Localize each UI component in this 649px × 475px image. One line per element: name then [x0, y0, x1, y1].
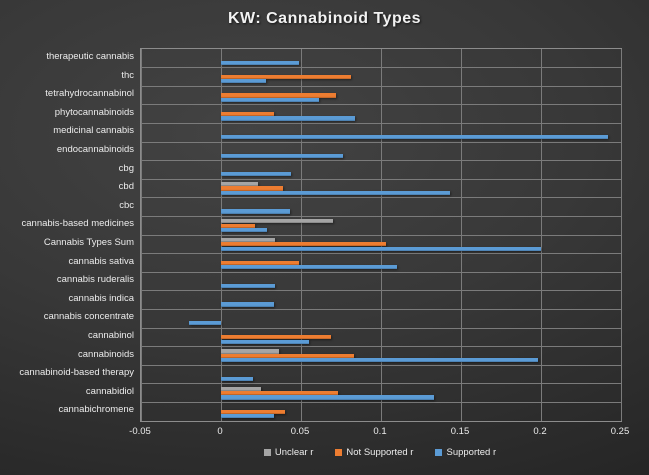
bar-unclear: [221, 237, 276, 243]
gridline-horizontal: [141, 178, 621, 180]
bar-supported: [221, 79, 266, 84]
gridline-horizontal: [141, 271, 621, 273]
gridline-horizontal: [141, 401, 621, 403]
bar-supported: [221, 116, 356, 121]
gridline-horizontal: [141, 104, 621, 106]
category-label: cannabis-based medicines: [21, 218, 134, 230]
legend-swatch-not-supported-icon: [335, 448, 343, 456]
gridline-horizontal: [141, 141, 621, 143]
gridline-horizontal: [141, 290, 621, 292]
bar-unclear: [221, 181, 258, 187]
bar-not-supported: [221, 111, 274, 117]
legend-label: Not Supported r: [346, 446, 414, 458]
gridline-vertical: [620, 49, 622, 421]
category-label: tetrahydrocannabinol: [45, 88, 134, 100]
bar-supported: [221, 60, 300, 65]
bar-supported: [221, 190, 450, 196]
category-label: cannabis sativa: [68, 255, 134, 267]
category-label: cbc: [119, 199, 134, 211]
bar-supported: [221, 413, 274, 419]
category-label: cannabinol: [88, 330, 134, 341]
bar-supported: [221, 283, 276, 289]
gridline-horizontal: [141, 327, 621, 329]
x-tick-label: 0.15: [450, 426, 470, 437]
gridline-horizontal: [141, 160, 621, 162]
x-tick-label: 0.25: [610, 426, 630, 437]
bar-supported: [221, 172, 292, 177]
bar-supported: [221, 134, 609, 140]
x-tick-label: 0.2: [533, 426, 547, 437]
category-label: cannabis ruderalis: [56, 274, 134, 286]
bar-not-supported: [221, 242, 386, 247]
gridline-horizontal: [141, 67, 621, 69]
bar-not-supported: [221, 335, 332, 340]
legend-swatch-unclear-icon: [263, 448, 271, 456]
bar-not-supported: [221, 390, 338, 396]
legend-item-not-supported: Not Supported r: [335, 447, 413, 458]
bar-supported: [221, 153, 343, 158]
bar-supported: [221, 339, 309, 344]
category-label: Cannabis Types Sum: [43, 237, 134, 248]
bar-supported: [221, 209, 290, 214]
plot-area: [140, 48, 622, 422]
bar-supported: [221, 97, 319, 103]
bar-supported: [221, 265, 397, 270]
bar-not-supported: [221, 409, 285, 414]
legend-swatch-supported-icon: [435, 448, 443, 456]
x-tick-label: 0: [217, 426, 223, 437]
gridline-horizontal: [141, 346, 621, 348]
category-label: cannabis concentrate: [43, 311, 134, 323]
category-label: cannabis indica: [68, 292, 135, 304]
bar-unclear: [221, 386, 261, 391]
x-tick-label: 0.05: [290, 426, 310, 437]
gridline-horizontal: [141, 197, 621, 199]
category-label: cannabichromene: [58, 404, 134, 416]
category-label: cannabidiol: [85, 385, 134, 397]
category-label: cannabinoid-based therapy: [19, 367, 134, 379]
bar-supported: [221, 246, 541, 251]
category-label: cbg: [118, 162, 134, 174]
legend-label: Unclear r: [274, 446, 314, 458]
gridline-horizontal: [141, 215, 621, 217]
bar-not-supported: [221, 353, 354, 359]
category-label: therapeutic cannabis: [46, 51, 134, 62]
x-tick-label: -0.05: [129, 426, 151, 437]
gridline-horizontal: [141, 85, 621, 87]
bar-not-supported: [221, 260, 300, 266]
bar-not-supported: [221, 223, 255, 228]
bar-supported: [221, 376, 253, 382]
bar-supported: [221, 358, 538, 363]
gridline-horizontal: [141, 122, 621, 124]
bar-not-supported: [221, 74, 351, 80]
category-label: endocannabinoids: [56, 144, 134, 155]
category-label: cbd: [118, 181, 134, 193]
y-axis-labels: therapeutic cannabis thc tetrahydrocannabi…: [0, 48, 134, 420]
legend-label: Supported r: [446, 446, 497, 458]
category-label: cannabinoids: [78, 348, 134, 360]
gridline-horizontal: [141, 364, 621, 366]
x-tick-label: 0.1: [373, 426, 387, 437]
gridline-horizontal: [141, 308, 621, 310]
category-label: thc: [121, 69, 134, 81]
x-axis: -0.05 0 0.05 0.1 0.15 0.2 0.25: [0, 426, 649, 440]
bar-not-supported: [221, 186, 284, 191]
bar-unclear: [221, 349, 279, 354]
legend-item-unclear: Unclear r: [263, 446, 314, 458]
legend: Unclear r Not Supported r Supported r: [140, 444, 620, 460]
bar-supported: [221, 227, 268, 233]
chart-title: KW: Cannabinoid Types: [227, 10, 422, 27]
bar-unclear: [221, 219, 333, 224]
bar-supported: [221, 302, 274, 307]
category-label: phytocannabinoids: [54, 106, 134, 118]
bar-supported: [221, 395, 434, 400]
category-label: medicinal cannabis: [53, 125, 134, 137]
gridline-horizontal: [141, 383, 621, 385]
legend-item-supported: Supported r: [435, 447, 496, 458]
gridline-horizontal: [141, 234, 621, 236]
bar-not-supported: [221, 93, 337, 98]
bar-supported: [189, 320, 221, 326]
gridline-horizontal: [141, 253, 621, 255]
